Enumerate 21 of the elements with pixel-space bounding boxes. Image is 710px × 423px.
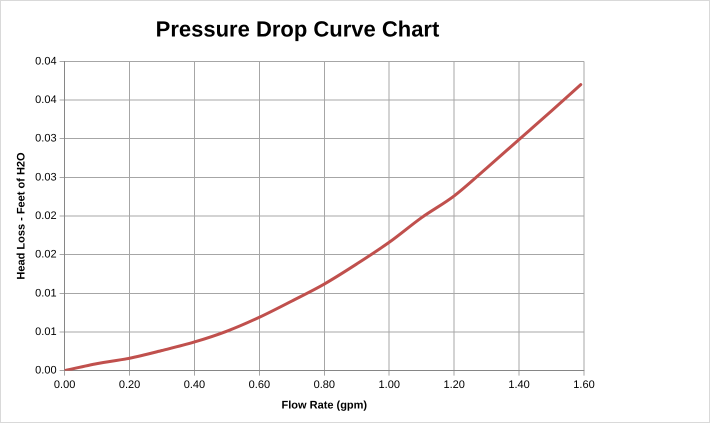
x-tick-label: 0.40: [184, 379, 206, 392]
y-tick-label: 0.04: [35, 94, 57, 106]
x-tick-label: 0.80: [314, 379, 336, 392]
y-tick-label: 0.01: [35, 326, 57, 338]
y-tick-label: 0.02: [35, 210, 57, 222]
y-axis-title: Head Loss - Feet of H2O: [16, 152, 28, 280]
y-tick-label: 0.01: [35, 287, 57, 300]
chart-title: Pressure Drop Curve Chart: [156, 16, 440, 42]
x-tick-label: 1.40: [508, 379, 530, 392]
y-tick-label: 0.03: [35, 132, 57, 145]
x-tick-label: 1.20: [443, 379, 465, 392]
x-tick-label: 0.60: [248, 379, 270, 392]
y-tick-label: 0.00: [35, 364, 57, 377]
y-tick-label: 0.02: [35, 248, 57, 261]
x-tick-label: 1.60: [573, 379, 595, 392]
y-tick-label: 0.04: [35, 55, 57, 68]
x-axis-title: Flow Rate (gpm): [282, 399, 368, 412]
x-tick-label: 0.00: [54, 379, 76, 392]
y-tick-label: 0.03: [35, 171, 57, 184]
x-tick-label: 1.00: [378, 379, 400, 392]
x-tick-label: 0.20: [118, 379, 140, 392]
